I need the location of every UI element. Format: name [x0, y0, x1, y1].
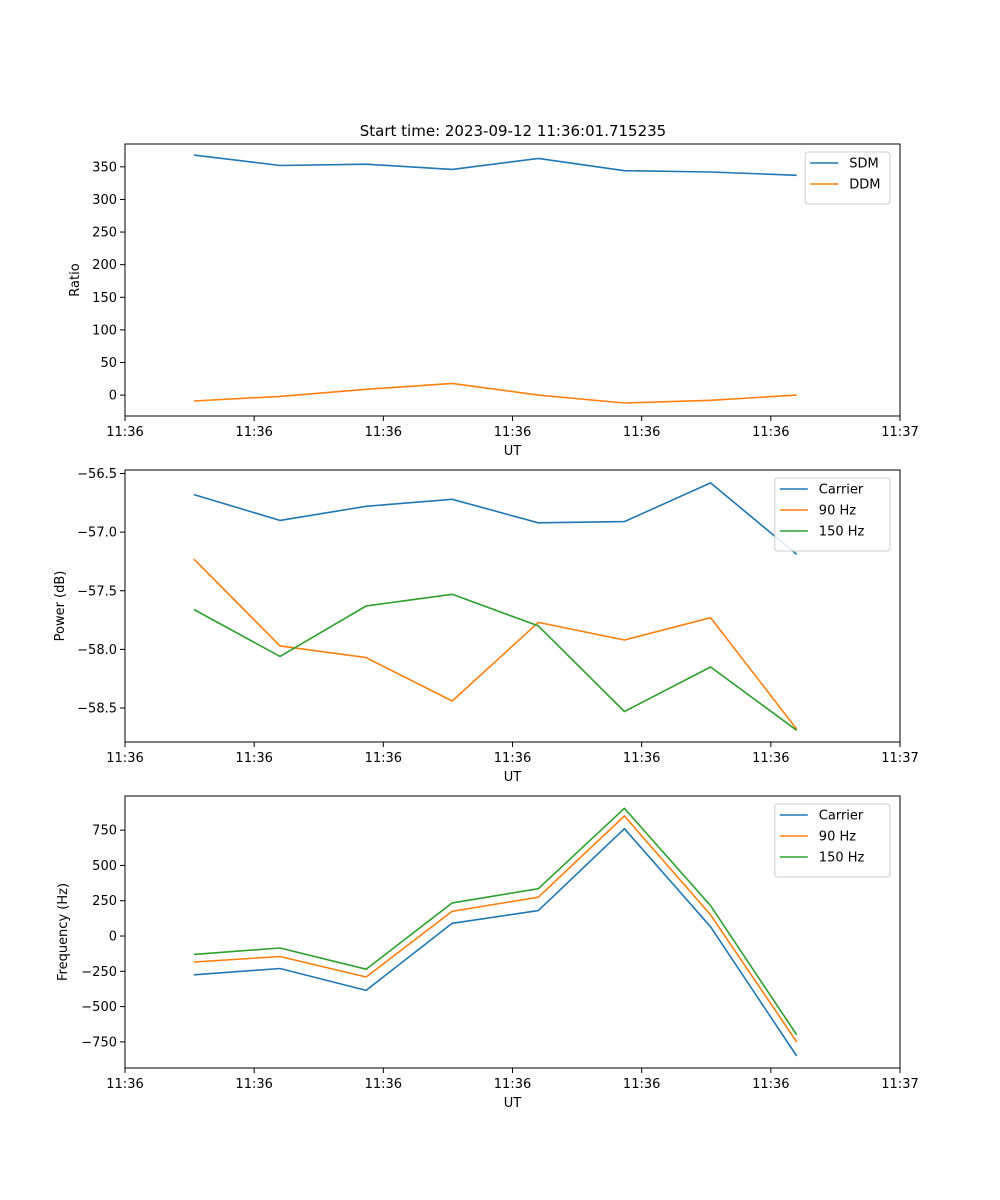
- y-axis-label: Power (dB): [53, 571, 68, 642]
- legend-box: [804, 151, 891, 205]
- legend-label-carrier: Carrier: [819, 809, 864, 824]
- axes-frame: [124, 143, 901, 417]
- series-line-90-hz: [193, 815, 798, 1043]
- legend-box: [774, 477, 891, 552]
- x-tick-label: 11:36: [365, 425, 402, 440]
- y-axis-label: Frequency (Hz): [56, 883, 71, 981]
- x-tick-label: 11:36: [623, 425, 660, 440]
- series-line-sdm: [193, 154, 797, 177]
- y-tick-label: 150: [92, 291, 117, 306]
- x-axis-label: UT: [504, 770, 522, 785]
- figure-title: Start time: 2023-09-12 11:36:01.715235: [360, 122, 666, 140]
- x-tick-label: 11:36: [365, 751, 402, 766]
- x-tick-label: 11:36: [494, 425, 531, 440]
- y-tick-label: 250: [92, 226, 117, 241]
- series-line-150-hz: [193, 593, 798, 731]
- x-tick-label: 11:36: [494, 751, 531, 766]
- y-tick-label: 0: [109, 389, 117, 404]
- legend: Carrier 90 Hz 150 Hz: [774, 477, 891, 552]
- x-tick-label: 11:36: [235, 751, 272, 766]
- series-line-carrier: [193, 827, 798, 1057]
- y-tick-label: −56.5: [77, 467, 117, 482]
- x-tick-label: 11:36: [106, 1077, 143, 1092]
- x-tick-label: 11:36: [365, 1077, 402, 1092]
- legend-box: [774, 803, 891, 878]
- legend-label-150-hz: 150 Hz: [819, 525, 865, 540]
- series-line-150-hz: [193, 807, 798, 1036]
- legend: Carrier 90 Hz 150 Hz: [774, 803, 891, 878]
- x-tick-label: 11:36: [235, 1077, 272, 1092]
- x-tick-label: 11:36: [494, 1077, 531, 1092]
- series-line-carrier: [193, 482, 798, 556]
- legend-label-ddm: DDM: [849, 178, 880, 193]
- y-tick-label: −750: [81, 1035, 117, 1050]
- y-tick-label: 200: [92, 258, 117, 273]
- x-tick-label: 11:36: [106, 425, 143, 440]
- y-tick-label: 750: [92, 824, 117, 839]
- x-axis-label: UT: [504, 444, 522, 459]
- x-tick-label: 11:36: [623, 1077, 660, 1092]
- legend: SDM DDM: [804, 151, 891, 205]
- y-tick-label: −57.0: [77, 526, 117, 541]
- y-tick-label: 100: [92, 323, 117, 338]
- legend-label-sdm: SDM: [849, 157, 878, 172]
- legend-label-90-hz: 90 Hz: [819, 504, 856, 519]
- y-tick-label: −58.5: [77, 702, 117, 717]
- x-tick-label: 11:36: [752, 1077, 789, 1092]
- x-axis-label: UT: [504, 1096, 522, 1111]
- x-tick-label: 11:36: [752, 425, 789, 440]
- x-tick-label: 11:36: [106, 751, 143, 766]
- y-tick-label: −57.5: [77, 584, 117, 599]
- legend-label-150-hz: 150 Hz: [819, 851, 865, 866]
- x-tick-label: 11:37: [881, 425, 918, 440]
- axes-frame: [124, 795, 901, 1069]
- x-tick-label: 11:37: [881, 751, 918, 766]
- power-panel: 11:36 11:36 11:36 11:36 11:36 11:36 11:37 −56.5…: [53, 467, 919, 785]
- y-tick-label: −500: [81, 1000, 117, 1015]
- y-tick-label: 500: [92, 859, 117, 874]
- legend-label-carrier: Carrier: [819, 483, 864, 498]
- y-tick-label: 250: [92, 894, 117, 909]
- axes-frame: [124, 469, 901, 743]
- y-tick-label: 350: [92, 160, 117, 175]
- legend-label-90-hz: 90 Hz: [819, 830, 856, 845]
- x-tick-label: 11:37: [881, 1077, 918, 1092]
- y-tick-label: 50: [100, 356, 117, 371]
- y-tick-label: −250: [81, 965, 117, 980]
- y-tick-label: −58.0: [77, 643, 117, 658]
- y-tick-label: 300: [92, 193, 117, 208]
- frequency-panel: 11:36 11:36 11:36 11:36 11:36 11:36 11:37 750 50…: [56, 795, 919, 1111]
- ratio-panel: 11:36 11:36 11:36 11:36 11:36 11:36 11:37 0 50 10…: [68, 143, 919, 459]
- y-axis-label: Ratio: [68, 263, 83, 296]
- series-line-ddm: [193, 382, 797, 404]
- x-tick-label: 11:36: [235, 425, 272, 440]
- x-tick-label: 11:36: [623, 751, 660, 766]
- y-tick-label: 0: [109, 930, 117, 945]
- x-tick-label: 11:36: [752, 751, 789, 766]
